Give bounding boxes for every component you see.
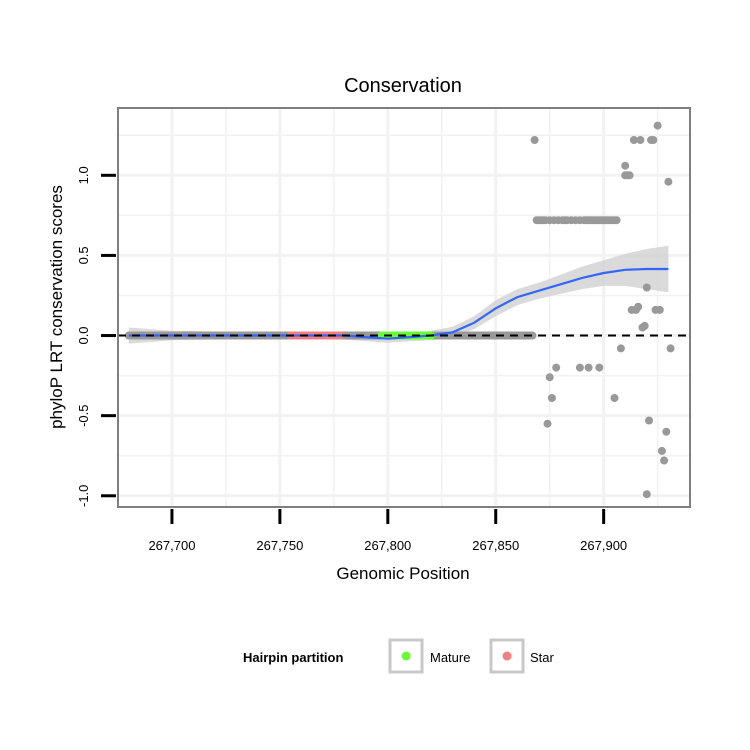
data-point xyxy=(636,136,645,144)
x-tick-label: 267,800 xyxy=(364,538,411,553)
legend: Hairpin partition Mature Star xyxy=(243,638,555,674)
data-point xyxy=(640,321,649,330)
legend-title: Hairpin partition xyxy=(243,650,343,665)
data-point xyxy=(642,490,651,499)
y-tick-label: 1.0 xyxy=(76,166,91,184)
legend-key-star-dot xyxy=(502,651,512,661)
chart-title: Conservation xyxy=(344,75,462,97)
legend-key-mature-box xyxy=(388,638,424,674)
data-point xyxy=(610,394,619,402)
legend-label-mature: Mature xyxy=(430,650,470,665)
data-point xyxy=(547,394,556,402)
data-point xyxy=(616,344,625,353)
data-point xyxy=(666,344,675,353)
data-point xyxy=(621,161,630,170)
panel-border xyxy=(117,107,691,508)
data-point xyxy=(545,373,554,382)
data-point xyxy=(657,446,666,455)
data-point xyxy=(584,363,593,372)
data-point xyxy=(629,136,638,144)
y-tick-label: -1.0 xyxy=(76,485,91,507)
data-point xyxy=(662,427,671,436)
legend-key-mature-dot xyxy=(401,651,411,661)
y-tick-label: -0.5 xyxy=(76,404,91,426)
data-point xyxy=(634,302,643,311)
y-tick-label: 0.0 xyxy=(76,326,91,344)
y-tick-label: 0.5 xyxy=(76,246,91,264)
data-point xyxy=(530,136,539,144)
data-point xyxy=(552,363,561,372)
data-point xyxy=(543,419,552,428)
data-point xyxy=(612,216,621,225)
data-point xyxy=(645,416,653,425)
x-tick-label: 267,850 xyxy=(472,538,519,553)
legend-key-star-box xyxy=(489,638,525,674)
plot-panel xyxy=(117,107,691,508)
x-axis: 267,700 267,750 267,800 267,850 267,900 xyxy=(148,509,627,553)
data-point xyxy=(655,305,664,314)
data-point xyxy=(642,283,651,292)
x-axis-title: Genomic Position xyxy=(336,564,469,583)
y-axis: -1.0 -0.5 0.0 0.5 1.0 xyxy=(76,166,116,507)
x-tick-label: 267,700 xyxy=(148,538,195,553)
y-axis-title: phyloP LRT conservation scores xyxy=(47,185,66,429)
data-point xyxy=(575,363,584,372)
data-point xyxy=(660,456,669,465)
data-point xyxy=(595,363,604,372)
data-point xyxy=(649,136,658,144)
data-point xyxy=(653,121,662,130)
data-point xyxy=(625,171,634,180)
x-tick-label: 267,900 xyxy=(580,538,627,553)
legend-label-star: Star xyxy=(530,650,555,665)
x-tick-label: 267,750 xyxy=(256,538,303,553)
data-point xyxy=(664,177,673,186)
